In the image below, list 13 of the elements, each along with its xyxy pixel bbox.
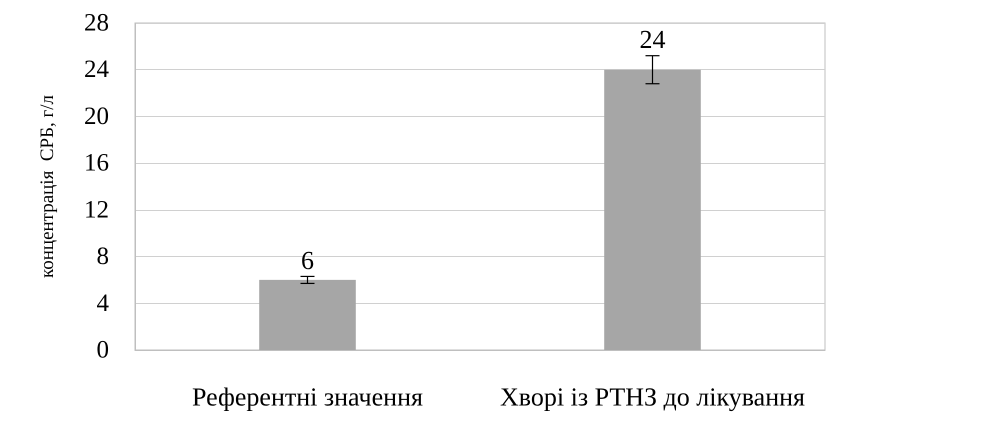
data-label: 24 xyxy=(640,25,666,54)
y-tick-label: 28 xyxy=(84,10,109,36)
y-tick-label: 8 xyxy=(96,243,109,270)
x-tick-label: Хворі із РТНЗ до лікування xyxy=(500,382,806,412)
y-tick-label: 0 xyxy=(96,336,109,364)
y-tick-label: 20 xyxy=(84,102,109,130)
y-axis-title: концентрація СРБ, г/л xyxy=(37,94,58,278)
y-tick-label: 24 xyxy=(84,56,110,84)
x-tick-label: Референтні значення xyxy=(192,382,423,412)
data-label: 6 xyxy=(301,246,314,275)
y-tick-label: 4 xyxy=(96,290,110,317)
y-tick-label: 12 xyxy=(84,196,109,224)
y-tick-label: 16 xyxy=(84,150,109,177)
